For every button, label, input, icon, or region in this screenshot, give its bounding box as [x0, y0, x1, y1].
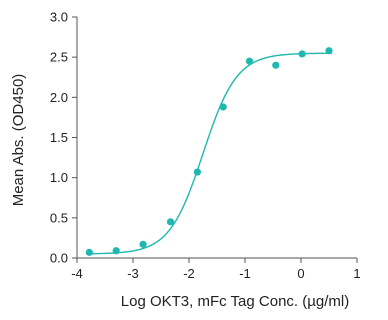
y-tick-label: 1.0 [50, 170, 68, 185]
y-axis-label: Mean Abs. (OD450) [10, 74, 27, 207]
x-tick-label: -4 [71, 266, 83, 281]
axes: 0.0 0.5 1.0 1.5 2.0 2.5 3.0 -4 -3 -2 -1 0 1 [50, 10, 361, 282]
data-point [193, 168, 201, 176]
x-tick-label: -1 [239, 266, 251, 281]
data-point [325, 47, 333, 55]
data-point [219, 103, 227, 111]
data-point [139, 240, 147, 248]
x-tick-label: 0 [297, 266, 304, 281]
x-tick-label: -3 [127, 266, 139, 281]
x-axis-label: Log OKT3, mFc Tag Conc. (µg/ml) [121, 293, 349, 310]
y-tick-label: 3.0 [50, 10, 68, 25]
y-tick-label: 1.5 [50, 130, 68, 145]
data-point [85, 248, 93, 256]
data-point [166, 218, 175, 226]
y-tick-label: 2.5 [50, 50, 68, 65]
data-point [245, 57, 254, 65]
fit-curve [86, 52, 332, 255]
x-tick-label: 1 [353, 266, 360, 281]
y-tick-label: 0.5 [50, 210, 68, 225]
data-points-layer [85, 47, 333, 256]
data-point [298, 50, 306, 58]
data-point [272, 61, 280, 69]
fit-curve-layer [86, 52, 332, 255]
y-tick-label: 0.0 [50, 251, 68, 266]
data-point [112, 247, 120, 255]
y-tick-label: 2.0 [50, 90, 68, 105]
x-tick-label: -2 [183, 266, 195, 281]
